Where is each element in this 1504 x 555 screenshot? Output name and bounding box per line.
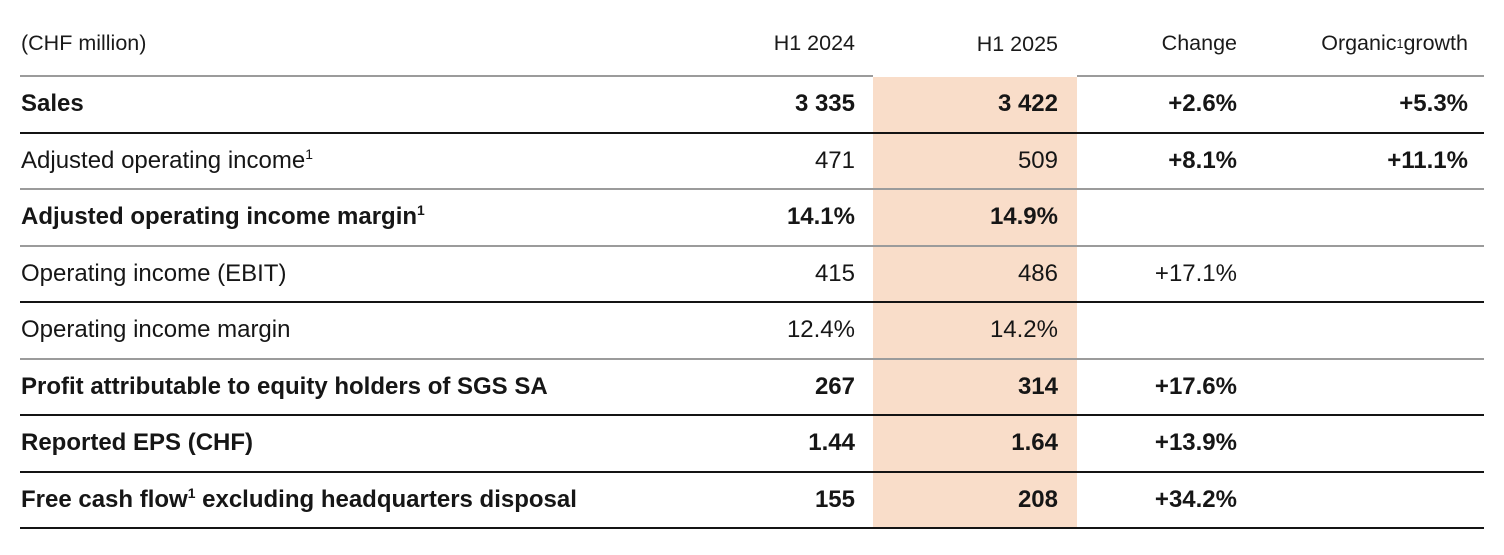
col-header-h1-2025: H1 2025 <box>976 32 1058 57</box>
table-row-adjusted-operating-income: Adjusted operating income1 471 509 +8.1%… <box>20 133 1484 190</box>
value-organic-growth: +5.3% <box>1399 90 1468 118</box>
row-label: Sales <box>21 90 84 118</box>
col-header-h1-2024: H1 2024 <box>703 0 873 77</box>
value-h1-2024: 155 <box>814 485 855 513</box>
table-row-operating-income-ebit: Operating income (EBIT) 415 486 +17.1% <box>20 246 1484 303</box>
value-change: +8.1% <box>1168 146 1237 174</box>
value-h1-2024: 14.1% <box>786 203 855 231</box>
footnote-superscript: 1 <box>187 484 196 501</box>
value-h1-2024: 267 <box>814 372 855 400</box>
table-row-reported-eps: Reported EPS (CHF) 1.44 1.64 +13.9% <box>20 416 1484 473</box>
table-row-profit-attributable: Profit attributable to equity holders of… <box>20 359 1484 416</box>
value-h1-2024: 415 <box>814 259 855 287</box>
row-label: Operating income (EBIT) <box>21 259 287 287</box>
col-header-organic-growth: Organic 1 growth <box>1254 0 1484 77</box>
value-change: +34.2% <box>1154 485 1237 513</box>
value-h1-2024: 12.4% <box>786 316 855 344</box>
table-row-adjusted-operating-income-margin: Adjusted operating income margin1 14.1% … <box>20 190 1484 247</box>
footnote-superscript: 1 <box>417 202 425 219</box>
row-label: Reported EPS (CHF) <box>21 429 254 457</box>
header-row: (CHF million) H1 2024 H1 2025 Change Org… <box>20 0 1484 77</box>
value-h1-2025: 3 422 <box>873 77 1077 132</box>
value-h1-2025: 14.2% <box>873 303 1077 358</box>
footnote-superscript: 1 <box>305 145 313 162</box>
value-h1-2025: 509 <box>873 133 1077 188</box>
value-h1-2025: 486 <box>873 246 1077 301</box>
col-header-change: Change <box>1077 0 1254 77</box>
row-label: Free cash flow1 excluding headquarters d… <box>21 484 577 513</box>
value-h1-2024: 1.44 <box>808 429 855 457</box>
value-h1-2024: 3 335 <box>794 90 855 118</box>
value-change: +13.9% <box>1154 429 1237 457</box>
table-row-operating-income-margin: Operating income margin 12.4% 14.2% <box>20 303 1484 360</box>
row-label: Adjusted operating income1 <box>21 145 313 174</box>
table-row-sales: Sales 3 335 3 422 +2.6% +5.3% <box>20 77 1484 134</box>
table-row-free-cash-flow: Free cash flow1 excluding headquarters d… <box>20 472 1484 529</box>
unit-label: (CHF million) <box>21 31 147 56</box>
value-h1-2025: 208 <box>873 472 1077 527</box>
value-change: +2.6% <box>1168 90 1237 118</box>
value-change: +17.6% <box>1154 372 1237 400</box>
row-label: Operating income margin <box>21 316 291 344</box>
value-h1-2025: 1.64 <box>873 416 1077 471</box>
value-h1-2025: 14.9% <box>873 190 1077 245</box>
value-organic-growth: +11.1% <box>1387 146 1468 174</box>
financial-results-table: (CHF million) H1 2024 H1 2025 Change Org… <box>20 0 1484 529</box>
value-h1-2024: 471 <box>814 146 855 174</box>
value-h1-2025: 314 <box>873 359 1077 414</box>
row-label: Profit attributable to equity holders of… <box>21 372 548 400</box>
row-label: Adjusted operating income margin1 <box>21 202 425 231</box>
value-change: +17.1% <box>1154 259 1237 287</box>
col-header-unit: (CHF million) <box>20 0 703 77</box>
